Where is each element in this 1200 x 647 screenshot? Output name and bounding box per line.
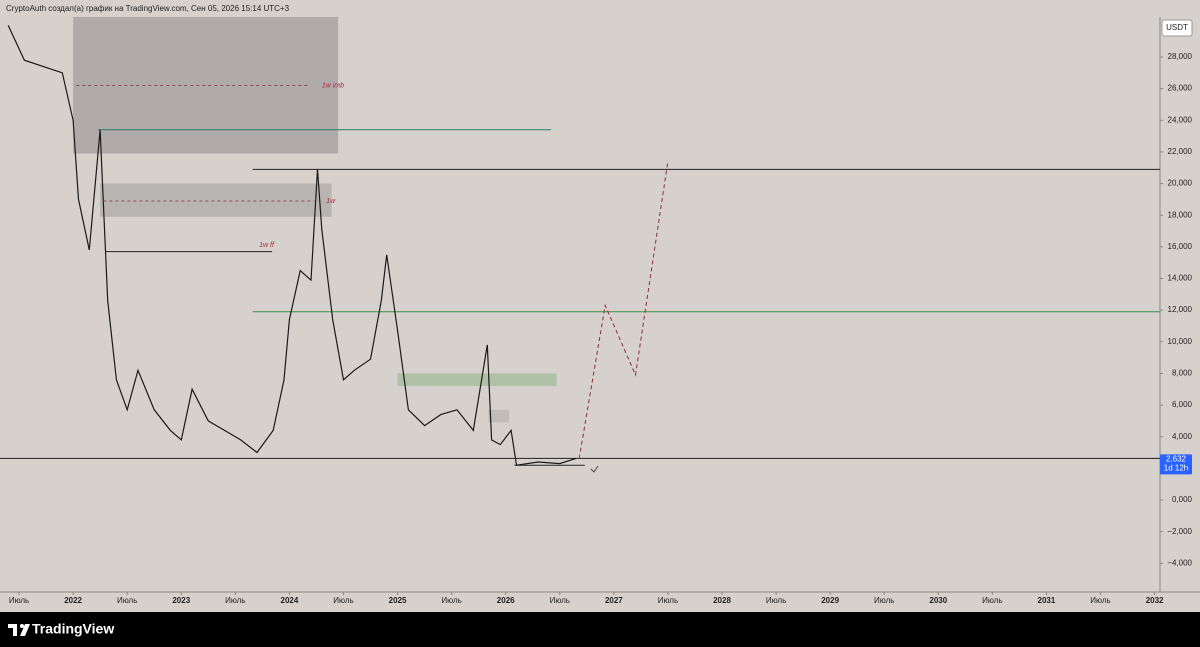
x-tick-label: Июль — [333, 596, 353, 605]
x-tick-label: Июль — [982, 596, 1002, 605]
y-tick-label: 14,000 — [1168, 274, 1193, 283]
x-tick-label: Июль — [225, 596, 245, 605]
logo-dot — [20, 624, 24, 628]
last-price-label: 2,632 — [1166, 454, 1187, 463]
y-tick-label: 8,000 — [1172, 369, 1193, 378]
x-tick-label: Июль — [9, 596, 29, 605]
x-tick-label: Июль — [1090, 596, 1110, 605]
x-tick-label: 2028 — [713, 596, 731, 605]
footer-brand: TradingView — [32, 621, 114, 637]
last-price-box — [1160, 454, 1192, 475]
last-price-timer: 1d 12h — [1164, 463, 1188, 472]
y-tick-label: 0,000 — [1172, 495, 1193, 504]
plot: 1w imb 1w 1w ff — [0, 17, 1160, 466]
x-tick-label: Июль — [658, 596, 678, 605]
y-tick-label: 28,000 — [1168, 52, 1193, 61]
y-tick-label: 16,000 — [1168, 242, 1193, 251]
check-mark — [590, 465, 599, 473]
x-tick-label: 2024 — [281, 596, 299, 605]
x-tick-label: 2026 — [497, 596, 515, 605]
y-tick-label: 12,000 — [1168, 305, 1193, 314]
axes: −4,000−2,0000,0002,0004,0006,0008,00010,… — [9, 52, 1193, 605]
y-tick-label: 20,000 — [1168, 179, 1193, 188]
y-tick-label: 24,000 — [1168, 115, 1193, 124]
y-tick-label: 10,000 — [1168, 337, 1193, 346]
x-tick-label: 2030 — [929, 596, 947, 605]
zone — [488, 409, 509, 423]
currency-box[interactable] — [1161, 19, 1193, 37]
annotation: 1w ff — [259, 242, 275, 249]
x-tick-label: 2025 — [389, 596, 407, 605]
y-tick-label: 4,000 — [1172, 432, 1193, 441]
y-tick-label: −2,000 — [1167, 527, 1192, 536]
currency: USDT — [1166, 23, 1188, 32]
x-tick-label: Июль — [766, 596, 786, 605]
y-tick-label: 18,000 — [1168, 210, 1193, 219]
annotation: 1w imb — [322, 82, 344, 89]
x-tick-label: 2022 — [64, 596, 82, 605]
x-tick-label: 2029 — [821, 596, 839, 605]
x-tick-label: 2031 — [1038, 596, 1056, 605]
x-tick-label: Июль — [550, 596, 570, 605]
zone — [397, 373, 557, 387]
forecast-line — [578, 161, 669, 459]
x-tick-label: 2027 — [605, 596, 623, 605]
x-tick-label: 2032 — [1146, 596, 1164, 605]
footer — [0, 612, 1200, 647]
y-tick-label: −4,000 — [1167, 558, 1192, 567]
y-tick-label: 26,000 — [1168, 84, 1193, 93]
y-tick-label: 6,000 — [1172, 400, 1193, 409]
x-tick-label: Июль — [117, 596, 137, 605]
header-title: CryptoAuth создал(а) график на TradingVi… — [6, 4, 290, 13]
y-tick-label: 22,000 — [1168, 147, 1193, 156]
price-line — [7, 25, 577, 466]
x-tick-label: Июль — [874, 596, 894, 605]
zone — [100, 183, 332, 217]
x-tick-label: Июль — [441, 596, 461, 605]
annotation: 1w — [326, 198, 336, 205]
x-tick-label: 2023 — [172, 596, 190, 605]
logo — [8, 624, 30, 636]
